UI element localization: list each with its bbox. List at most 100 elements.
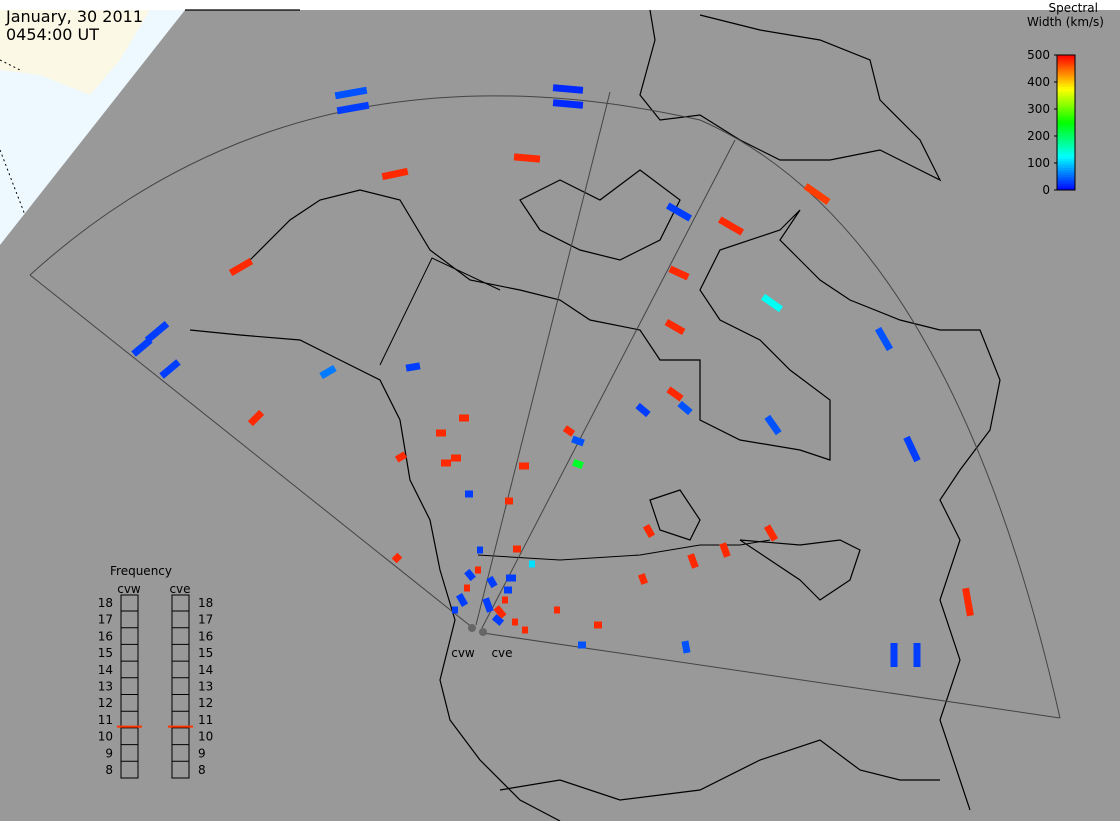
colorbar-segment [1057,70,1075,74]
radar-cell [764,414,782,436]
radar-cell [874,326,894,352]
colorbar-segment [1057,55,1075,58]
colorbar-segment [1057,68,1075,72]
colorbar-segment [1057,163,1075,166]
frequency-title: Frequency [110,564,172,578]
land-daylight [0,10,150,95]
colorbar-segment [1057,187,1075,191]
colorbar-segment [1057,84,1075,87]
radar-cell [455,593,469,607]
radar-cell [477,546,483,554]
radar-cell [436,429,446,437]
colorbar-tick-label: 200 [1027,129,1050,143]
colorbar-segment [1057,129,1075,132]
radar-cell [475,566,481,574]
colorbar-segment [1057,73,1075,76]
radar-cell [962,587,974,617]
radar-cell [334,86,368,100]
site-label: cvw [451,646,475,660]
colorbar-segment [1057,176,1075,180]
colorbar-segment [1057,174,1075,177]
colorbar-segment [1057,122,1075,126]
frequency-tick-label: 17 [98,613,113,627]
frequency-tick-label: 18 [98,596,113,610]
colorbar-title: Spectral [1048,1,1098,15]
frequency-tick-label: 18 [198,596,213,610]
colorbar-segment [1057,93,1075,96]
radar-cell [144,320,170,344]
colorbar-tick-label: 0 [1042,183,1050,197]
site-label: cve [491,646,512,660]
radar-cell [519,462,529,470]
colorbar-segment [1057,111,1075,114]
frequency-tick-label: 8 [105,763,113,777]
colorbar-segment [1057,100,1075,103]
colorbar-frame [1056,54,1076,191]
colorbar-segment [1057,178,1075,182]
colorbar-segment [1057,115,1075,119]
colorbar-segment [1057,149,1075,153]
radar-cell [465,490,473,498]
colorbar-segment [1057,165,1075,168]
colorbar-segment [1057,79,1075,83]
radar-cell [763,524,779,542]
colorbar-segment [1057,106,1075,110]
frequency-tick-label: 10 [198,730,213,744]
terminator-lines [0,59,26,216]
colorbar-segment [1057,97,1075,101]
colorbar-segment [1057,102,1075,105]
radar-cell [687,553,699,569]
radar-cell [336,101,370,115]
radar-cell [554,606,560,614]
colorbar-segment [1057,167,1075,171]
frequency-tick-label: 10 [98,730,113,744]
frequency-tick-label: 14 [98,663,113,677]
colorbar-segment [1057,147,1075,150]
radar-cell [506,574,516,582]
frequency-tick-label: 14 [198,663,213,677]
radar-cell [717,216,745,236]
coastlines [185,9,1001,821]
frequency-tick-label: 13 [198,680,213,694]
radar-cell [247,409,265,427]
colorbar-segment [1057,172,1075,175]
colorbar-segment [1057,104,1075,108]
colorbar-segment [1057,140,1075,144]
colorbar-segment [1057,82,1075,85]
frequency-tick-label: 15 [198,646,213,660]
colorbar-segment [1057,151,1075,155]
radar-cell [890,643,898,667]
colorbar-segment [1057,185,1075,189]
time: 0454:00 UT [6,25,99,44]
frequency-tick-label: 12 [198,696,213,710]
frequency-tick-label: 9 [198,746,206,760]
radar-cell [552,84,584,94]
frequency-tick-label: 9 [105,746,113,760]
radar-cell [405,362,421,372]
radar-cell [562,425,576,437]
radar-cell [665,202,693,222]
radar-cell [642,524,656,538]
radar-cell [760,293,784,313]
radar-cell [513,545,521,553]
radar-cell [452,606,458,614]
date: January, 30 2011 [5,7,143,26]
radar-cell [572,459,584,469]
colorbar-title: Width (km/s) [1027,15,1104,29]
frequency-tick-label: 8 [198,763,206,777]
radar-cell [441,459,451,467]
radar-cell [529,560,535,568]
radar-cell [578,641,586,649]
colorbar-segment [1057,77,1075,81]
radar-cell [803,183,831,205]
radar-cell [571,435,585,447]
colorbar-segment [1057,86,1075,90]
radar-cell [381,167,409,181]
colorbar-segment [1057,95,1075,99]
frequency-tick-label: 13 [98,680,113,694]
colorbar-segment [1057,169,1075,173]
colorbar-segment [1057,160,1075,164]
colorbar-segment [1057,64,1075,67]
frequency-tick-label: 17 [198,613,213,627]
colorbar-segment [1057,88,1075,92]
